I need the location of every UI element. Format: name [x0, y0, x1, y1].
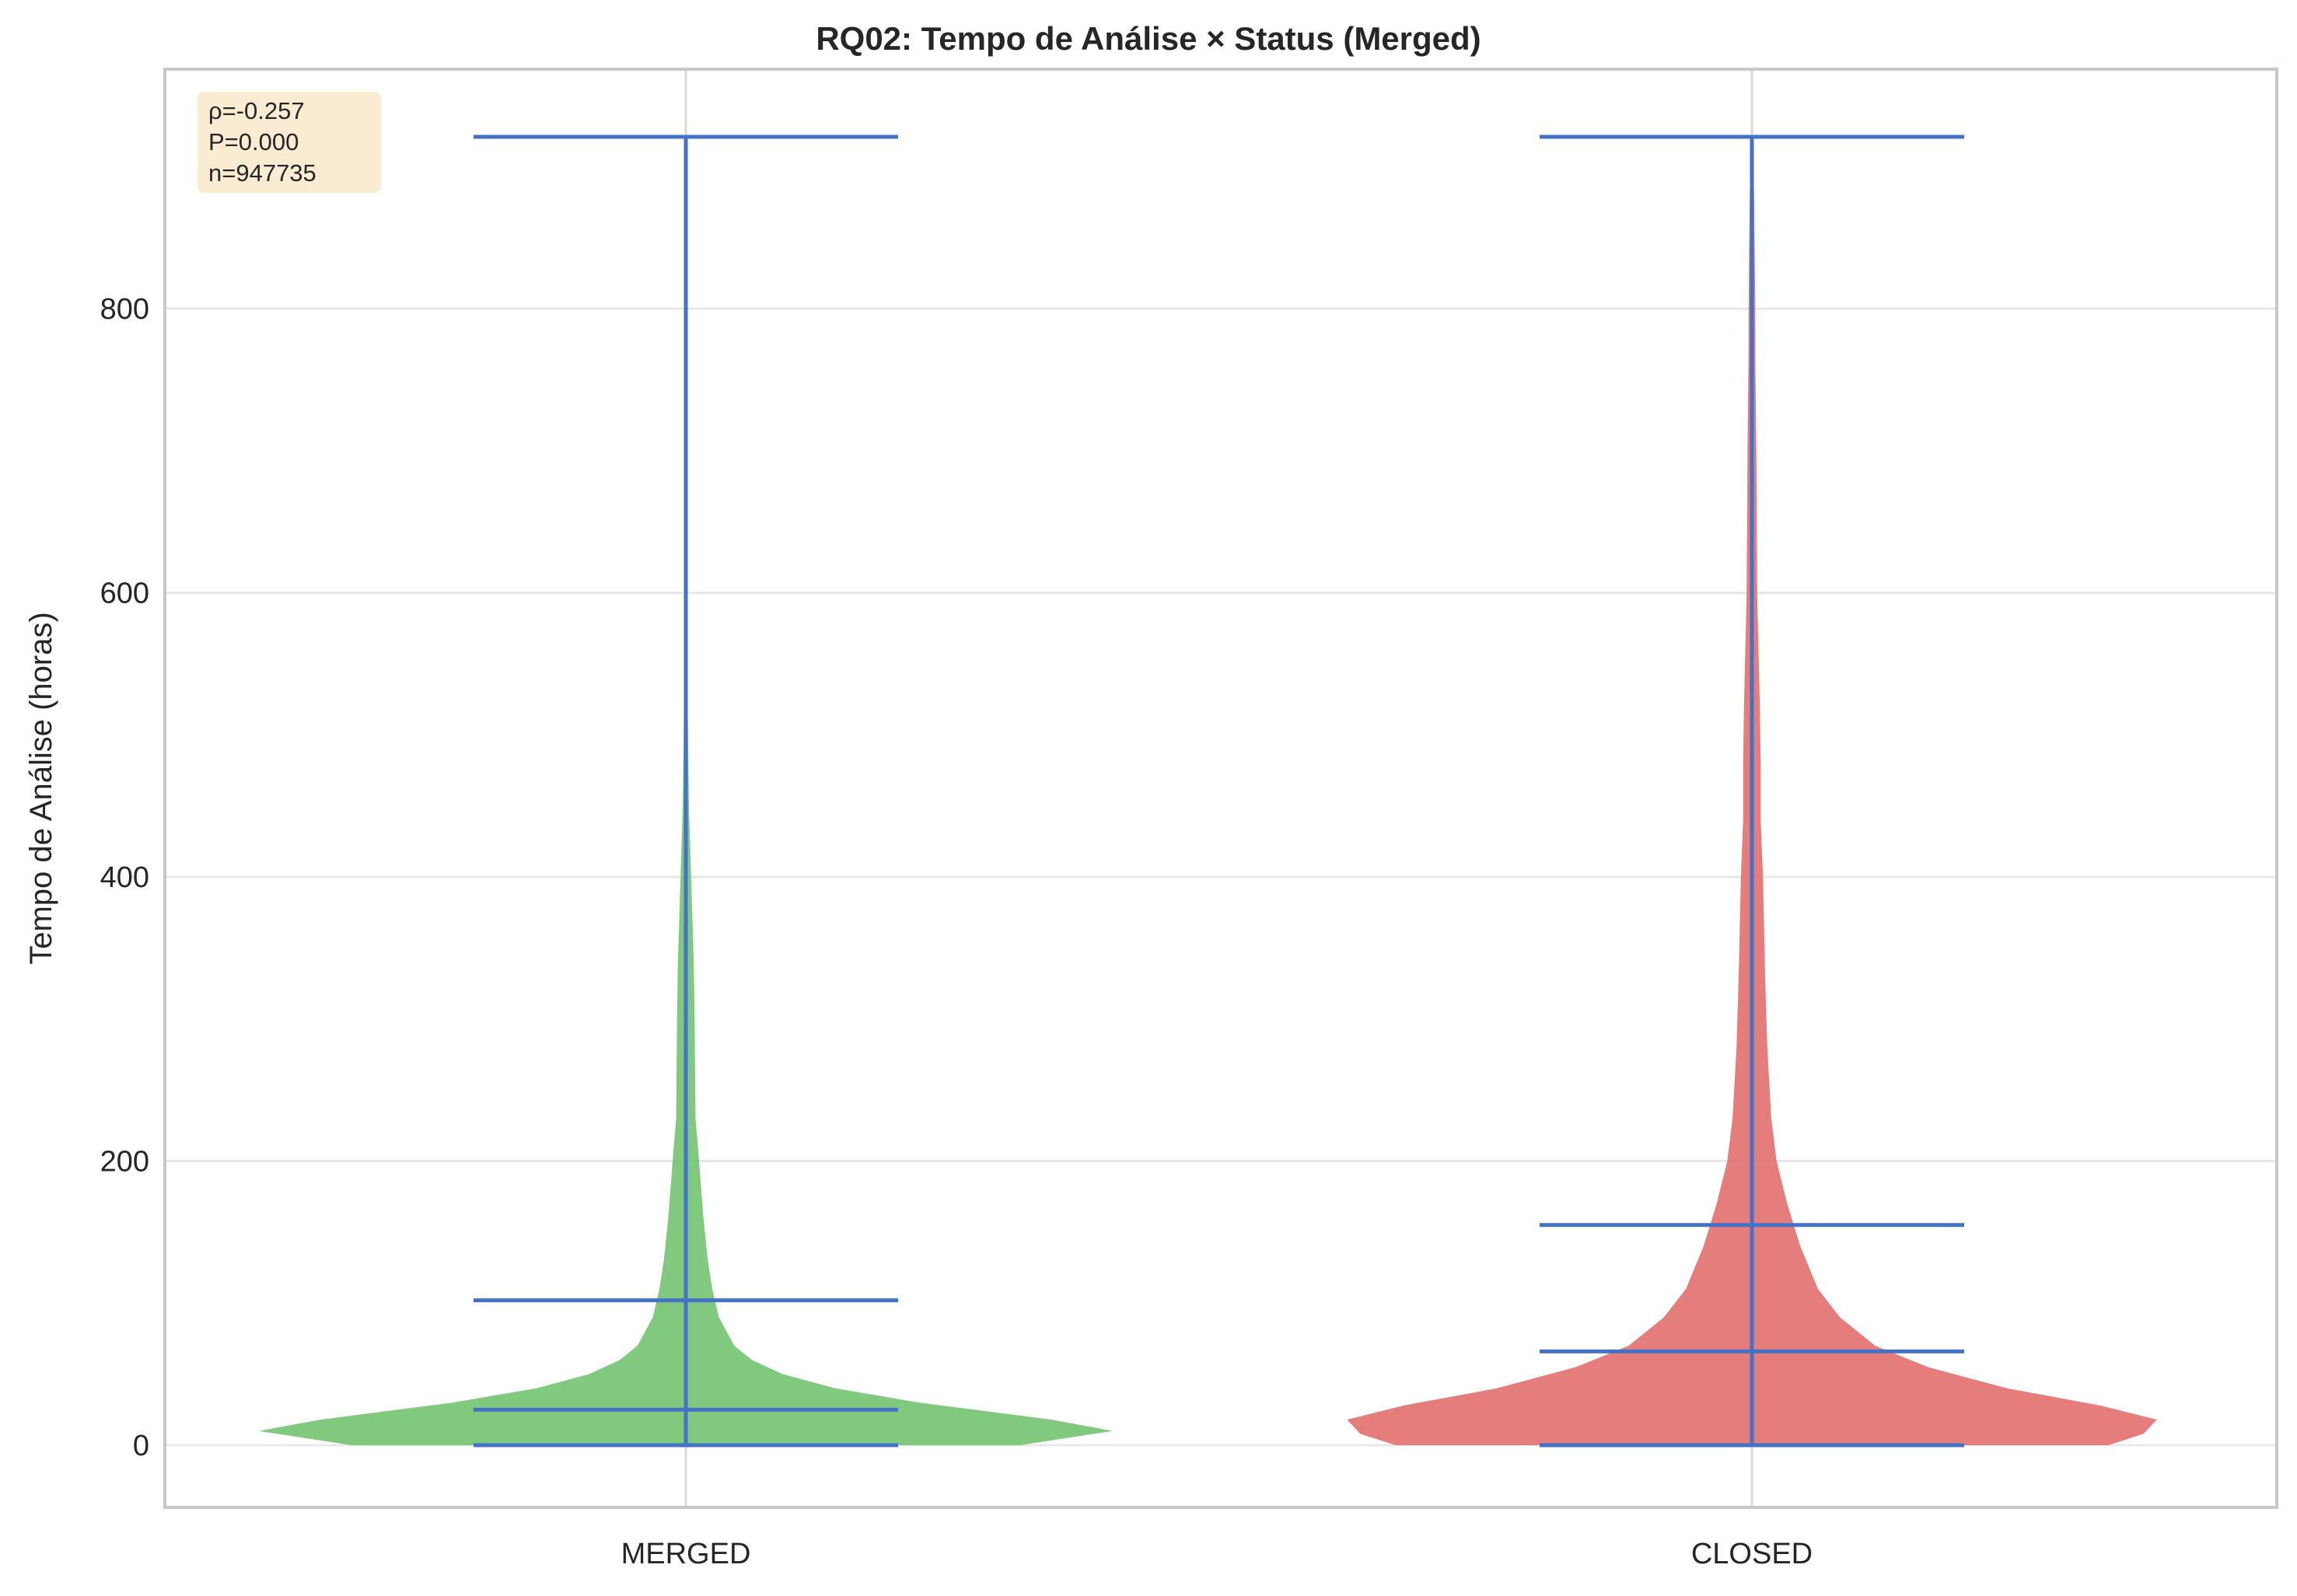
stats-p: P=0.000 [208, 128, 299, 155]
y-tick-label: 400 [100, 861, 149, 894]
y-axis-label: Tempo de Análise (horas) [24, 612, 58, 965]
y-tick-label: 200 [100, 1146, 149, 1179]
y-tick-labels: 0 200 400 600 800 [100, 293, 149, 1462]
y-tick-label: 800 [100, 293, 149, 326]
violins [259, 137, 2157, 1445]
x-tick-label: CLOSED [1691, 1538, 1813, 1570]
x-tick-labels: MERGED CLOSED [621, 1538, 1813, 1570]
stat-lines [474, 134, 1964, 1448]
grid-lines [165, 69, 2277, 1507]
y-tick-label: 0 [133, 1430, 149, 1462]
chart-title: RQ02: Tempo de Análise × Status (Merged) [816, 20, 1481, 57]
stats-box-background [198, 92, 381, 193]
x-tick-label: MERGED [621, 1538, 751, 1570]
y-tick-label: 600 [100, 578, 149, 610]
stats-rho: ρ=-0.257 [208, 97, 305, 124]
stats-n: n=947735 [208, 159, 316, 187]
plot-frame [163, 68, 2278, 1509]
stats-box: ρ=-0.257 P=0.000 n=947735 [198, 92, 381, 193]
